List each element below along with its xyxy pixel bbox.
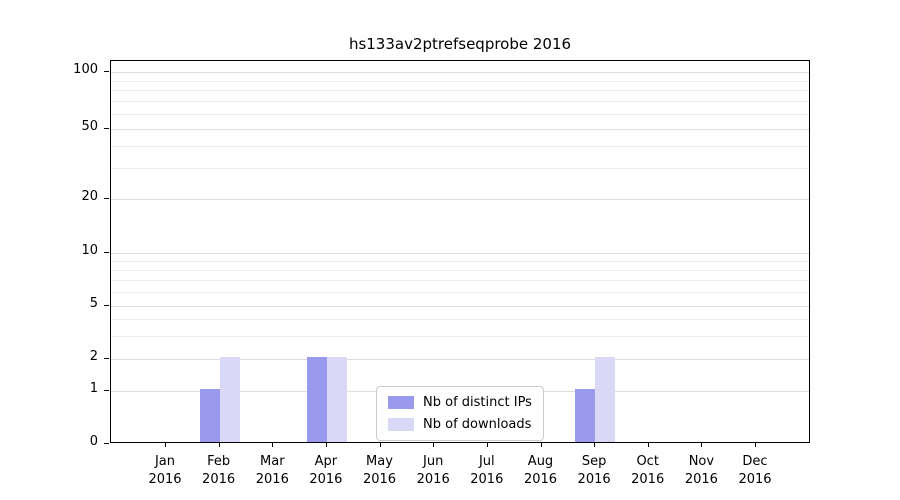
- x-tick-mark: [218, 443, 220, 447]
- legend: Nb of distinct IPs Nb of downloads: [376, 386, 544, 441]
- x-tick-mark: [165, 443, 166, 447]
- x-tick-label: May 2016: [362, 454, 397, 488]
- y-tick-label: 10: [81, 243, 98, 258]
- gridline: [111, 280, 809, 282]
- x-tick-mark: [486, 443, 488, 447]
- y-tick-label: 20: [81, 189, 98, 204]
- gridline: [111, 270, 809, 272]
- bar-nb-of-distinct-ips: [306, 357, 327, 442]
- gridline: [111, 80, 809, 82]
- legend-label: Nb of distinct IPs: [423, 395, 532, 410]
- y-tick-label: 1: [89, 381, 98, 396]
- y-tick-mark: [104, 71, 109, 72]
- gridline: [111, 114, 809, 115]
- chart-title: hs133av2ptrefseqprobe 2016: [348, 35, 572, 53]
- y-tick-mark: [104, 128, 109, 129]
- bar-nb-of-downloads: [595, 357, 616, 442]
- x-tick-label: Apr 2016: [309, 454, 343, 488]
- y-tick-mark: [104, 358, 109, 359]
- y-tick-mark: [104, 443, 109, 444]
- y-tick-label: 2: [89, 349, 98, 364]
- x-tick-mark: [540, 443, 542, 447]
- x-tick-mark: [701, 443, 703, 447]
- legend-swatch: [388, 396, 414, 409]
- x-tick-mark: [325, 443, 327, 447]
- y-tick-mark: [104, 305, 109, 306]
- x-tick-label: Jan 2016: [148, 454, 182, 488]
- x-tick-mark: [433, 443, 435, 447]
- x-tick-label: Feb 2016: [202, 454, 236, 488]
- x-tick-label: Oct 2016: [631, 454, 665, 488]
- x-tick-mark: [594, 443, 596, 447]
- bar-nb-of-distinct-ips: [575, 389, 596, 442]
- gridline: [111, 318, 809, 320]
- y-tick-label: 50: [81, 119, 98, 134]
- bar-nb-of-downloads: [326, 357, 347, 442]
- gridline: [111, 90, 809, 92]
- y-tick-mark: [104, 198, 109, 199]
- gridline: [111, 199, 809, 200]
- gridline: [111, 168, 809, 169]
- gridline: [111, 146, 809, 147]
- gridline: [111, 261, 809, 263]
- gridline: [111, 72, 809, 73]
- x-tick-label: Dec 2016: [738, 454, 772, 488]
- gridline: [111, 335, 809, 337]
- bar-nb-of-distinct-ips: [199, 389, 220, 442]
- y-tick-mark: [104, 252, 109, 253]
- plot-area: Nb of distinct IPs Nb of downloads: [110, 60, 810, 443]
- legend-swatch: [388, 418, 414, 431]
- x-tick-label: Mar 2016: [255, 454, 289, 488]
- x-tick-label: Nov 2016: [684, 454, 718, 488]
- legend-entry: Nb of downloads: [388, 417, 532, 432]
- gridline: [111, 292, 809, 294]
- x-tick-label: Jul 2016: [470, 454, 504, 488]
- legend-entry: Nb of distinct IPs: [388, 395, 532, 410]
- gridline: [111, 253, 809, 254]
- gridline: [111, 359, 809, 360]
- legend-label: Nb of downloads: [423, 417, 532, 432]
- x-tick-mark: [755, 443, 756, 447]
- x-tick-mark: [379, 443, 381, 447]
- y-tick-label: 5: [89, 296, 98, 311]
- y-tick-label: 0: [89, 434, 98, 449]
- gridline: [111, 101, 809, 103]
- y-tick-mark: [104, 390, 109, 391]
- x-tick-label: Jun 2016: [416, 454, 450, 488]
- x-tick-label: Aug 2016: [523, 454, 558, 488]
- x-tick-mark: [272, 443, 274, 447]
- x-tick-label: Sep 2016: [577, 454, 611, 488]
- gridline: [111, 129, 809, 130]
- bar-nb-of-downloads: [219, 357, 240, 442]
- gridline: [111, 306, 809, 307]
- x-tick-mark: [647, 443, 649, 447]
- y-tick-label: 100: [73, 62, 98, 77]
